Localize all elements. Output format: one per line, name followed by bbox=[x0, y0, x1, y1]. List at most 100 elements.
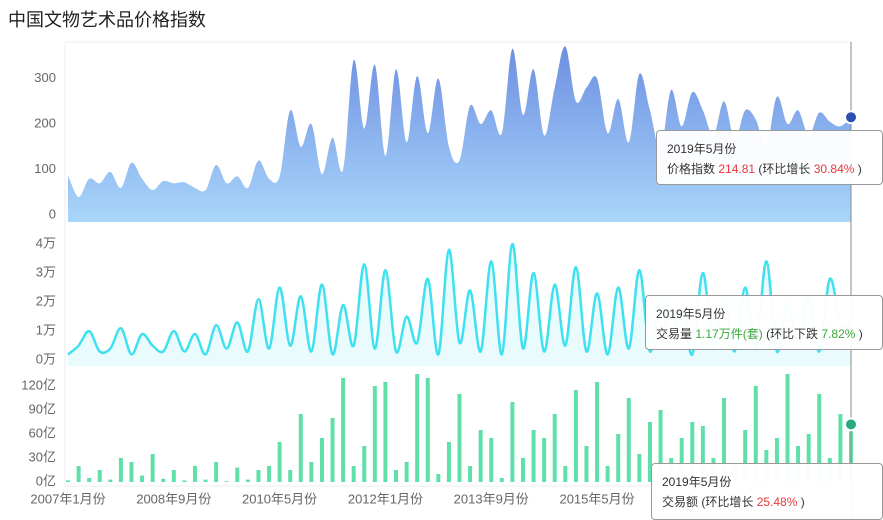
bar bbox=[468, 466, 473, 482]
bar bbox=[838, 414, 843, 482]
cursor-dot bbox=[844, 417, 858, 432]
bar bbox=[478, 430, 483, 482]
bar bbox=[362, 446, 367, 482]
x-tick-label: 2013年9月份 bbox=[454, 491, 529, 506]
bar bbox=[404, 462, 409, 482]
bar bbox=[351, 466, 356, 482]
tooltip-close: ) bbox=[858, 327, 863, 341]
bar bbox=[171, 470, 176, 482]
bar bbox=[224, 481, 229, 482]
bar bbox=[743, 430, 748, 482]
bar bbox=[277, 442, 282, 482]
tooltip-label: 交易量 bbox=[656, 327, 693, 341]
area bbox=[68, 46, 851, 222]
bar bbox=[150, 454, 155, 482]
x-tick-label: 2012年1月份 bbox=[348, 491, 423, 506]
bar bbox=[309, 462, 314, 482]
chart-title: 中国文物艺术品价格指数 bbox=[8, 10, 206, 30]
tooltip-change: (环比下跌 bbox=[766, 327, 819, 341]
bar bbox=[605, 466, 610, 482]
x-tick-label: 2008年9月份 bbox=[136, 491, 211, 506]
y-tick-label: 0 bbox=[49, 207, 56, 222]
x-tick-label: 2007年1月份 bbox=[30, 491, 105, 506]
y-tick-label: 1万 bbox=[36, 323, 56, 338]
tooltip-value: 214.81 bbox=[718, 162, 756, 176]
bar bbox=[573, 390, 578, 482]
bar bbox=[616, 434, 621, 482]
bar bbox=[298, 414, 303, 482]
y-tick-label: 100 bbox=[34, 161, 56, 176]
tooltip-change: (环比增长 bbox=[758, 162, 811, 176]
tooltip-date: 2019年5月份 bbox=[662, 475, 732, 489]
bar bbox=[774, 438, 779, 482]
tooltip-pct: 7.82% bbox=[821, 327, 856, 341]
tooltip-date: 2019年5月份 bbox=[656, 307, 726, 321]
bar bbox=[626, 398, 631, 482]
bar bbox=[415, 374, 420, 482]
tooltip-label: 价格指数 bbox=[667, 162, 716, 176]
y-tick-label: 30亿 bbox=[29, 449, 56, 464]
bar bbox=[383, 382, 388, 482]
bar bbox=[192, 466, 197, 482]
bar bbox=[584, 446, 589, 482]
bar bbox=[637, 454, 642, 482]
bar bbox=[118, 458, 123, 482]
tooltip-pct: 25.48% bbox=[756, 495, 798, 509]
x-tick-label: 2010年5月份 bbox=[242, 491, 317, 506]
y-tick-label: 2万 bbox=[36, 294, 56, 309]
tooltip: 2019年5月份 交易额 (环比增长 25.48% ) bbox=[651, 463, 883, 520]
y-tick-label: 4万 bbox=[36, 235, 56, 250]
tooltip-close: ) bbox=[800, 495, 805, 509]
tooltip-pct: 30.84% bbox=[813, 162, 855, 176]
tooltip-label: 交易额 bbox=[662, 495, 699, 509]
bar bbox=[87, 478, 92, 482]
bar bbox=[595, 382, 600, 482]
bar bbox=[341, 378, 346, 482]
bar bbox=[658, 410, 663, 482]
bar bbox=[394, 470, 399, 482]
tooltip: 2019年5月份 价格指数 214.81 (环比增长 30.84% ) bbox=[656, 130, 883, 185]
bar bbox=[647, 422, 652, 482]
bar bbox=[319, 438, 324, 482]
bar bbox=[256, 470, 261, 482]
bar bbox=[267, 466, 272, 482]
bar bbox=[806, 434, 811, 482]
bar bbox=[817, 394, 822, 482]
bar bbox=[552, 414, 557, 482]
bar bbox=[436, 474, 441, 482]
bar bbox=[108, 479, 113, 482]
bar bbox=[679, 438, 684, 482]
bar bbox=[330, 418, 335, 482]
bar bbox=[563, 466, 568, 482]
bar bbox=[129, 462, 134, 482]
bar bbox=[372, 386, 377, 482]
tooltip-change: (环比增长 bbox=[701, 495, 754, 509]
bar bbox=[140, 475, 145, 482]
bar bbox=[722, 398, 727, 482]
bar bbox=[245, 479, 250, 482]
bar bbox=[425, 378, 430, 482]
y-tick-label: 120亿 bbox=[21, 377, 56, 392]
y-tick-label: 60亿 bbox=[29, 425, 56, 440]
bar bbox=[499, 478, 504, 482]
tooltip: 2019年5月份 交易量 1.17万件(套) (环比下跌 7.82% ) bbox=[645, 295, 883, 350]
tooltip-date: 2019年5月份 bbox=[667, 142, 737, 156]
bar bbox=[700, 426, 705, 482]
bar bbox=[446, 442, 451, 482]
bar bbox=[489, 438, 494, 482]
bar bbox=[97, 470, 102, 482]
bar bbox=[785, 374, 790, 482]
bar bbox=[203, 479, 208, 482]
bar bbox=[531, 430, 536, 482]
bar bbox=[235, 467, 240, 482]
bar bbox=[214, 462, 219, 482]
bar bbox=[66, 480, 70, 482]
bar bbox=[690, 422, 695, 482]
bar bbox=[182, 480, 187, 482]
cursor-dot bbox=[844, 110, 858, 125]
tooltip-value: 1.17万件(套) bbox=[695, 327, 763, 341]
bar bbox=[510, 402, 515, 482]
y-tick-label: 300 bbox=[34, 70, 56, 85]
